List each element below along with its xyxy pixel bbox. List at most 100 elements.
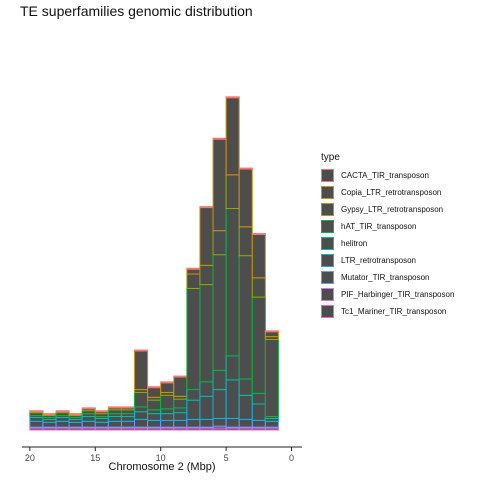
- legend-label: Copia_LTR_retrotransposon: [341, 188, 442, 197]
- legend-label: hAT_TIR_transposon: [341, 222, 417, 231]
- bar-segment-copia-ltr-retrotransposon-bin-8: [134, 350, 149, 391]
- legend: type CACTA_TIR_transposon Copia_LTR_retro…: [321, 152, 454, 320]
- bar-segment-gypsy-ltr-retrotransposon-bin-14: [212, 230, 227, 256]
- bar-segment-mutator-tir-transposon-bin-10: [160, 419, 175, 428]
- bar-segment-ltr-retrotransposon-bin-14: [212, 389, 227, 419]
- bar-segment-cacta-tir-transposon-bin-10: [160, 381, 175, 384]
- bar-segment-mutator-tir-transposon-bin-4: [81, 420, 96, 428]
- bar-segment-cacta-tir-transposon-bin-7: [120, 406, 136, 409]
- x-tick-label-10: 10: [156, 453, 166, 463]
- bar-segment-ltr-retrotransposon-bin-11: [173, 412, 188, 421]
- bar-segment-mutator-tir-transposon-bin-11: [173, 419, 188, 428]
- bar-segment-mutator-tir-transposon-bin-14: [212, 417, 227, 427]
- bars-layer: [29, 96, 279, 431]
- bar-segment-helitron-bin-17: [251, 392, 266, 405]
- legend-item-copia-ltr-retrotransposon: Copia_LTR_retrotransposon: [321, 184, 454, 201]
- bar-segment-copia-ltr-retrotransposon-bin-12: [186, 268, 201, 275]
- bar-segment-hat-tir-transposon-bin-11: [173, 398, 188, 409]
- bar-segment-mutator-tir-transposon-bin-9: [147, 419, 162, 428]
- bar-segment-hat-tir-transposon-bin-18: [264, 338, 279, 418]
- bar-segment-copia-ltr-retrotransposon-bin-11: [173, 376, 188, 397]
- legend-item-mutator-tir-transposon: Mutator_TIR_transposon: [321, 269, 454, 286]
- bar-segment-ltr-retrotransposon-bin-10: [160, 413, 175, 421]
- bar-segment-copia-ltr-retrotransposon-bin-17: [251, 234, 266, 279]
- bar-segment-hat-tir-transposon-bin-12: [186, 287, 201, 391]
- legend-items: CACTA_TIR_transposon Copia_LTR_retrotrans…: [321, 167, 454, 320]
- bar-segment-ltr-retrotransposon-bin-17: [251, 403, 266, 421]
- bar-segment-copia-ltr-retrotransposon-bin-18: [264, 331, 279, 338]
- bar-segment-helitron-bin-14: [212, 369, 227, 391]
- bar-segment-helitron-bin-9: [147, 409, 162, 415]
- legend-label: helitron: [341, 239, 368, 248]
- bar-segment-cacta-tir-transposon-bin-1: [42, 413, 57, 416]
- bar-segment-mutator-tir-transposon-bin-13: [199, 418, 214, 428]
- bar-segment-helitron-bin-15: [225, 355, 240, 381]
- bar-segment-mutator-tir-transposon-bin-3: [68, 421, 83, 428]
- bar-segment-ltr-retrotransposon-bin-4: [81, 416, 96, 422]
- bar-segment-hat-tir-transposon-bin-6: [107, 409, 122, 415]
- bar-segment-hat-tir-transposon-bin-15: [225, 208, 240, 357]
- bar-segment-cacta-tir-transposon-bin-14: [212, 137, 227, 140]
- bar-segment-helitron-bin-13: [199, 381, 214, 397]
- bar-segment-cacta-tir-transposon-bin-15: [225, 96, 240, 99]
- bar-segment-mutator-tir-transposon-bin-15: [225, 417, 240, 428]
- legend-item-hat-tir-transposon: hAT_TIR_transposon: [321, 218, 454, 235]
- bar-segment-helitron-bin-12: [186, 389, 201, 401]
- bar-segment-copia-ltr-retrotransposon-bin-15: [225, 97, 240, 176]
- bar-segment-ltr-retrotransposon-bin-16: [238, 394, 253, 420]
- bar-segment-hat-tir-transposon-bin-16: [238, 255, 253, 380]
- bar-segment-ltr-retrotransposon-bin-13: [199, 395, 214, 420]
- bar-segment-cacta-tir-transposon-bin-17: [251, 233, 266, 236]
- bar-segment-mutator-tir-transposon-bin-8: [134, 418, 149, 428]
- bar-segment-mutator-tir-transposon-bin-1: [42, 421, 57, 428]
- bar-segment-ltr-retrotransposon-bin-15: [225, 379, 240, 419]
- bar-segment-mutator-tir-transposon-bin-7: [120, 420, 136, 428]
- bar-segment-mutator-tir-transposon-bin-2: [55, 420, 70, 428]
- bar-segment-hat-tir-transposon-bin-7: [120, 409, 136, 415]
- bar-segment-ltr-retrotransposon-bin-7: [120, 416, 136, 422]
- legend-key-swatch: [321, 271, 334, 284]
- bar-segment-mutator-tir-transposon-bin-16: [238, 418, 253, 428]
- bar-segment-gypsy-ltr-retrotransposon-bin-15: [225, 174, 240, 210]
- legend-key-swatch: [321, 203, 334, 216]
- bar-segment-copia-ltr-retrotransposon-bin-9: [147, 387, 162, 398]
- bar-segment-copia-ltr-retrotransposon-bin-13: [199, 207, 214, 266]
- legend-key-swatch: [321, 305, 334, 318]
- bar-segment-ltr-retrotransposon-bin-2: [55, 416, 70, 422]
- bar-segment-copia-ltr-retrotransposon-bin-10: [160, 382, 175, 393]
- x-tick-label-5: 5: [224, 453, 229, 463]
- legend-item-ltr-retrotransposon: LTR_retrotransposon: [321, 252, 454, 269]
- bar-segment-hat-tir-transposon-bin-9: [147, 399, 162, 411]
- bar-segment-helitron-bin-11: [173, 407, 188, 414]
- legend-label: LTR_retrotransposon: [341, 256, 416, 265]
- bar-segment-ltr-retrotransposon-bin-0: [29, 416, 44, 422]
- bar-segment-mutator-tir-transposon-bin-0: [29, 420, 44, 428]
- legend-label: Gypsy_LTR_retrotransposon: [341, 205, 444, 214]
- bar-segment-mutator-tir-transposon-bin-18: [264, 420, 279, 428]
- x-axis-title: Chromosome 2 (Mbp): [108, 461, 216, 473]
- bar-segment-mutator-tir-transposon-bin-6: [107, 420, 122, 428]
- bar-segment-cacta-tir-transposon-bin-5: [94, 410, 109, 413]
- bar-segment-hat-tir-transposon-bin-17: [251, 296, 266, 394]
- bar-segment-cacta-tir-transposon-bin-11: [173, 375, 188, 378]
- bar-segment-cacta-tir-transposon-bin-4: [81, 407, 96, 410]
- bar-segment-hat-tir-transposon-bin-8: [134, 391, 149, 408]
- bar-segment-cacta-tir-transposon-bin-16: [238, 167, 253, 170]
- bar-segment-cacta-tir-transposon-bin-2: [55, 410, 70, 413]
- bar-segment-cacta-tir-transposon-bin-0: [29, 410, 44, 413]
- legend-label: PIF_Harbinger_TIR_transposon: [341, 290, 455, 299]
- bar-segment-hat-tir-transposon-bin-13: [199, 284, 214, 383]
- chart-title: TE superfamilies genomic distribution: [20, 3, 253, 19]
- bar-segment-cacta-tir-transposon-bin-3: [68, 413, 83, 416]
- bar-segment-hat-tir-transposon-bin-14: [212, 254, 227, 371]
- legend-item-cacta-tir-transposon: CACTA_TIR_transposon: [321, 167, 454, 184]
- legend-item-pif-harbinger-tir-transposon: PIF_Harbinger_TIR_transposon: [321, 286, 454, 303]
- bar-segment-cacta-tir-transposon-bin-8: [134, 349, 149, 352]
- bar-segment-gypsy-ltr-retrotransposon-bin-12: [186, 273, 201, 289]
- bar-segment-ltr-retrotransposon-bin-6: [107, 416, 122, 422]
- legend-key-swatch: [321, 169, 334, 182]
- legend-title: type: [321, 152, 340, 163]
- bar-segment-cacta-tir-transposon-bin-12: [186, 267, 201, 270]
- legend-item-helitron: helitron: [321, 235, 454, 252]
